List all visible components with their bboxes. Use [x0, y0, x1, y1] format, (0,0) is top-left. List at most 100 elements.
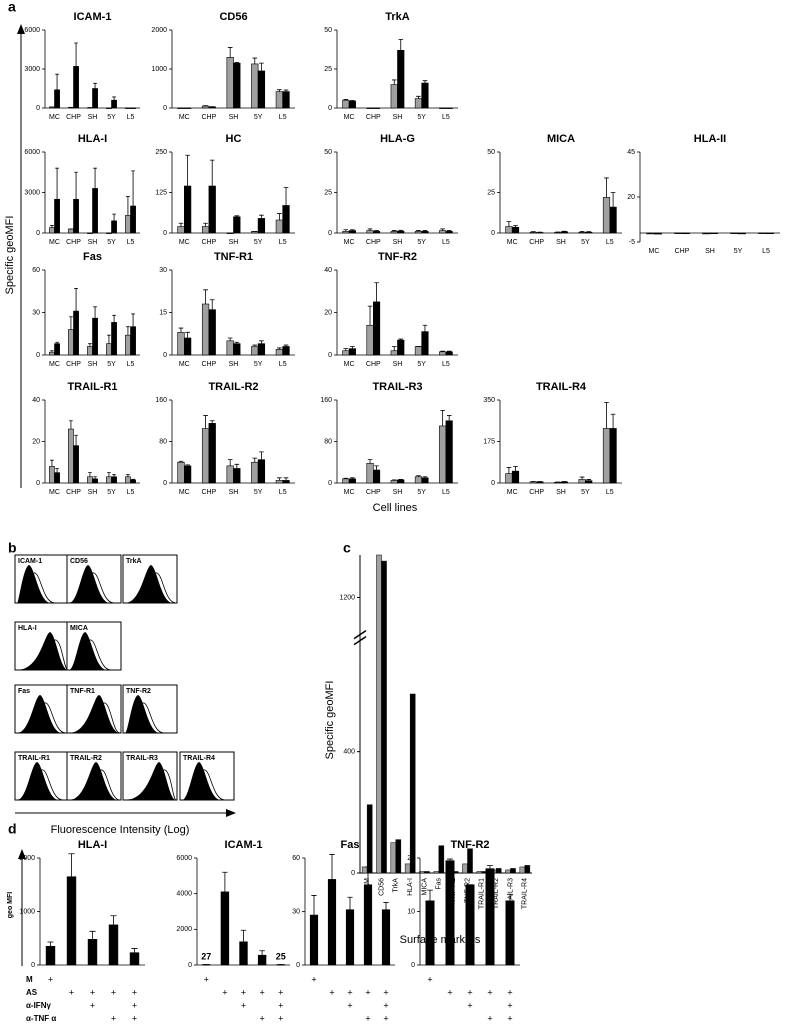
error-bar	[69, 316, 73, 330]
error-bar	[259, 950, 265, 956]
condition-mark: +	[507, 1000, 512, 1010]
error-bar	[283, 187, 289, 206]
error-bar	[252, 457, 258, 463]
error-bar	[252, 344, 258, 347]
error-bar	[283, 89, 289, 92]
error-bar	[234, 215, 240, 217]
histogram-title: TRAIL-R4	[183, 755, 215, 762]
condition-mark: +	[467, 1000, 472, 1010]
error-bar	[487, 865, 493, 869]
error-bar	[283, 344, 289, 347]
x-tick-label: MC	[49, 361, 60, 368]
bar	[397, 49, 405, 109]
histogram-outline	[68, 702, 121, 734]
histogram-title: HLA-I	[18, 625, 37, 632]
error-bar	[234, 463, 240, 469]
condition-mark: +	[447, 987, 452, 997]
histogram-title: Fas	[18, 688, 30, 695]
x-tick-label: L5	[279, 239, 287, 246]
bar	[251, 346, 259, 356]
error-bar	[391, 346, 397, 351]
bar	[184, 337, 192, 356]
bar	[92, 478, 98, 484]
x-tick-label: MC	[507, 489, 518, 496]
error-bar	[513, 225, 518, 228]
bar	[66, 876, 77, 966]
chart-title: HLA-II	[694, 133, 726, 145]
error-bar	[88, 472, 92, 477]
y-tick-label: 250	[155, 149, 167, 156]
condition-label: α-TNF α	[26, 1014, 56, 1023]
error-bar	[440, 409, 445, 426]
y-tick-label: 80	[159, 438, 167, 445]
bar	[536, 232, 544, 234]
bar	[201, 428, 210, 484]
bar	[111, 476, 117, 484]
y-tick-label: 30	[292, 908, 300, 915]
bar	[348, 230, 356, 234]
x-tick-label: L5	[279, 489, 287, 496]
chart-title: TRAIL-R1	[67, 381, 117, 393]
histogram-title: CD56	[70, 558, 88, 565]
histogram-outline	[16, 769, 64, 801]
x-tick-label: SH	[88, 489, 98, 496]
chart-title: Fas	[83, 251, 102, 263]
x-tick-label: HLA-I	[407, 878, 414, 896]
y-tick-label: 80	[324, 438, 332, 445]
bar	[529, 231, 537, 234]
x-tick-label: 5Y	[254, 114, 263, 121]
error-bar	[398, 338, 404, 341]
x-tick-label: CHP	[529, 489, 544, 496]
condition-mark: +	[259, 987, 264, 997]
x-tick-label: SH	[556, 239, 566, 246]
error-bar	[440, 228, 445, 231]
bar	[73, 198, 79, 234]
x-tick-label: CHP	[66, 361, 81, 368]
bar	[208, 309, 216, 356]
bar	[511, 227, 520, 234]
error-bar	[47, 941, 54, 947]
error-bar	[203, 289, 208, 304]
bar	[184, 185, 192, 234]
bar	[68, 228, 74, 234]
y-tick-label: 0	[163, 480, 167, 487]
bar	[106, 476, 112, 484]
y-tick-label: 10	[407, 908, 415, 915]
error-bar	[93, 82, 97, 89]
bar	[585, 231, 593, 234]
bar	[529, 481, 537, 484]
error-bar	[422, 324, 428, 332]
x-tick-label: L5	[442, 489, 450, 496]
bar	[348, 478, 356, 484]
histogram-filled	[69, 565, 110, 603]
y-tick-label: 20	[32, 438, 40, 445]
bar	[130, 479, 136, 484]
error-bar	[422, 230, 428, 232]
error-bar	[126, 474, 130, 477]
error-bar	[222, 871, 228, 892]
y-tick-label: 15	[159, 309, 167, 316]
bar	[201, 303, 210, 356]
error-bar	[131, 170, 135, 206]
bar	[414, 476, 422, 484]
bar	[505, 900, 515, 966]
bar	[536, 481, 544, 484]
bar	[251, 461, 259, 484]
error-bar	[178, 327, 184, 333]
chart-title: TNF-R2	[450, 839, 489, 851]
condition-mark: +	[347, 987, 352, 997]
condition-mark: +	[69, 987, 74, 997]
x-tick-label: 5Y	[107, 489, 116, 496]
chart-title: TRAIL-R3	[372, 381, 422, 393]
histogram-filled	[17, 565, 51, 603]
histogram-outline	[16, 639, 69, 671]
y-tick-label: 0	[163, 230, 167, 237]
error-bar	[343, 99, 349, 101]
error-bar	[55, 468, 59, 473]
bar	[554, 232, 562, 234]
bar	[282, 480, 290, 484]
x-tick-label: 5Y	[107, 361, 116, 368]
condition-mark: +	[507, 1013, 512, 1023]
y-tick-label: 1200	[339, 594, 355, 601]
y-tick-label: 0	[36, 105, 40, 112]
